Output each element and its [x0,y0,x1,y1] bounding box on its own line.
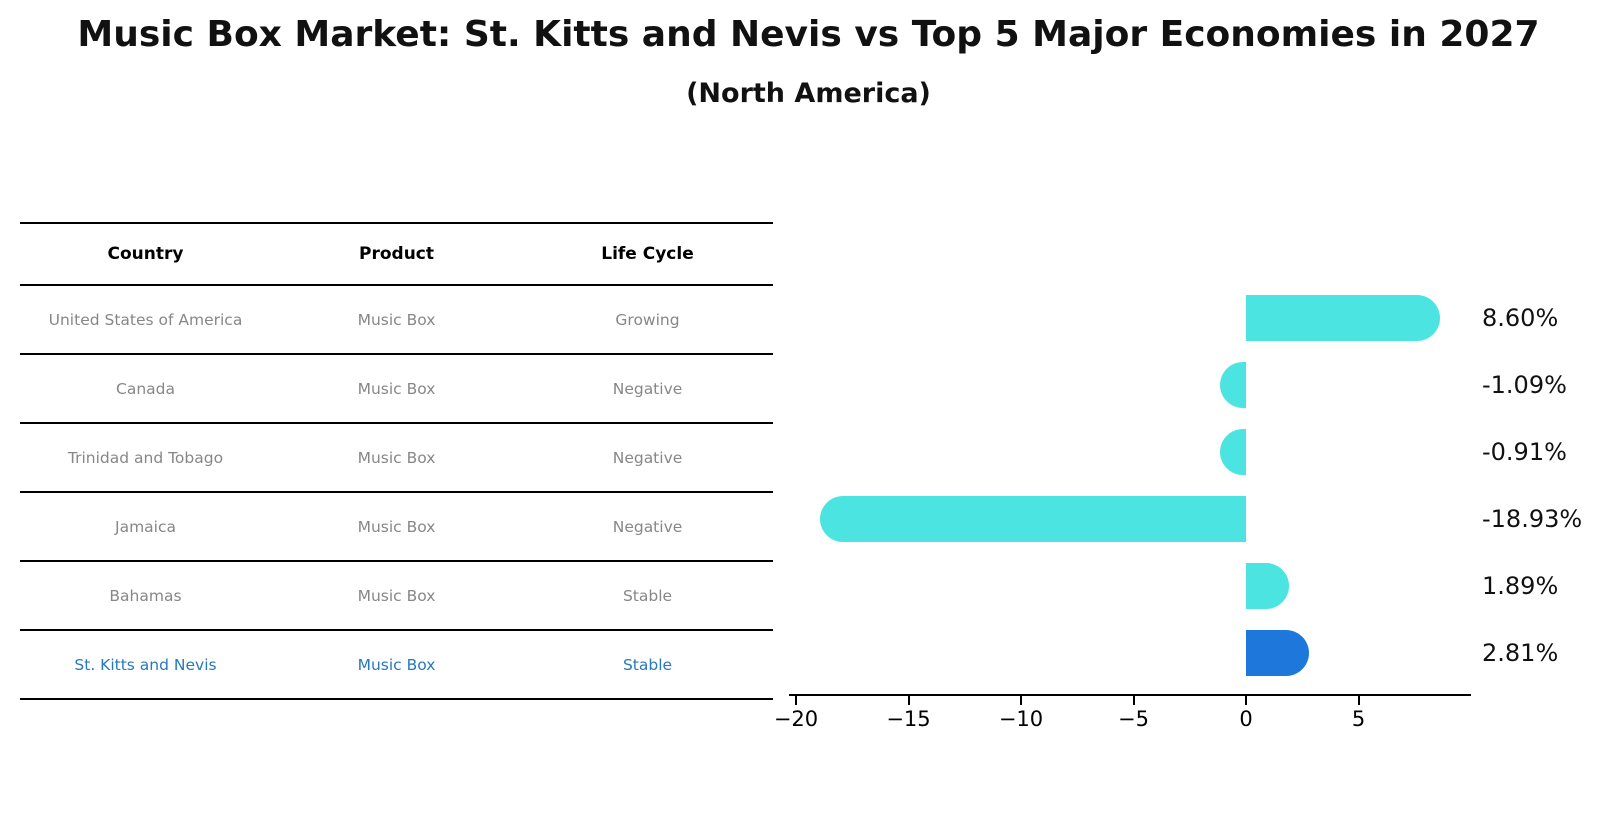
table-cell-product: Music Box [357,517,436,536]
x-axis-tick-label: −5 [1118,707,1149,731]
table-cell-country: Canada [116,379,175,398]
table-row: St. Kitts and Nevis Music Box Stable [20,631,773,700]
chart-title: Music Box Market: St. Kitts and Nevis vs… [77,14,1540,55]
x-axis-line [789,694,1471,696]
x-axis-tick-label: 5 [1351,707,1366,731]
table-cell-country: Jamaica [115,517,176,536]
bar-value-label: -18.93% [1482,504,1583,533]
x-axis-tick-label: −10 [998,707,1044,731]
bar-value-label: -0.91% [1482,437,1567,466]
bar [1220,361,1246,408]
table-header-row: Country Product Life Cycle [20,222,773,286]
table-cell-product: Music Box [357,655,436,674]
table-cell-product: Music Box [357,379,436,398]
x-axis-tick [1020,696,1022,705]
table-cell-product: Music Box [357,310,436,329]
table-header-life-cycle: Life Cycle [601,244,694,264]
table-cell-life-cycle: Negative [612,448,683,467]
x-axis-tick-label: 0 [1239,707,1253,731]
bar [1220,428,1246,475]
table-cell-life-cycle: Stable [622,586,673,605]
x-axis-tick [795,696,797,705]
table-cell-country: Trinidad and Tobago [67,448,224,467]
bar-value-label: 1.89% [1482,571,1559,600]
table-header-product: Product [359,244,434,264]
table-cell-life-cycle: Negative [612,379,683,398]
bar [1246,294,1440,341]
bar [1246,562,1289,609]
bar-highlight-st-kitts-and-nevis [1246,629,1310,676]
table-row: Jamaica Music Box Negative [20,493,773,562]
bar-value-label: 8.60% [1482,303,1559,332]
x-axis-tick [1357,696,1360,705]
chart-subtitle: (North America) [686,78,931,109]
table-cell-life-cycle: Growing [615,310,680,329]
x-axis-tick-label: −20 [773,707,819,731]
table-cell-product: Music Box [357,586,436,605]
table-cell-country: United States of America [48,310,243,329]
bar-value-label: -1.09% [1482,370,1567,399]
table-cell-life-cycle: Stable [622,655,673,674]
table-row: United States of America Music Box Growing [20,286,773,355]
table-cell-country: St. Kitts and Nevis [74,655,217,674]
table-body: United States of America Music Box Growing… [20,286,773,700]
table-row: Canada Music Box Negative [20,355,773,424]
table-cell-product: Music Box [357,448,436,467]
bar [820,495,1246,542]
table-cell-life-cycle: Negative [612,517,683,536]
table-header-country: Country [107,244,184,264]
comparison-table: Country Product Life Cycle United States… [20,222,773,700]
x-axis-tick [907,696,910,705]
bar-value-label: 2.81% [1482,638,1559,667]
x-axis-tick [1132,696,1135,705]
table-row: Bahamas Music Box Stable [20,562,773,631]
x-axis-tick [1245,696,1247,705]
table-cell-country: Bahamas [109,586,182,605]
table-row: Trinidad and Tobago Music Box Negative [20,424,773,493]
x-axis-tick-label: −15 [886,707,931,731]
